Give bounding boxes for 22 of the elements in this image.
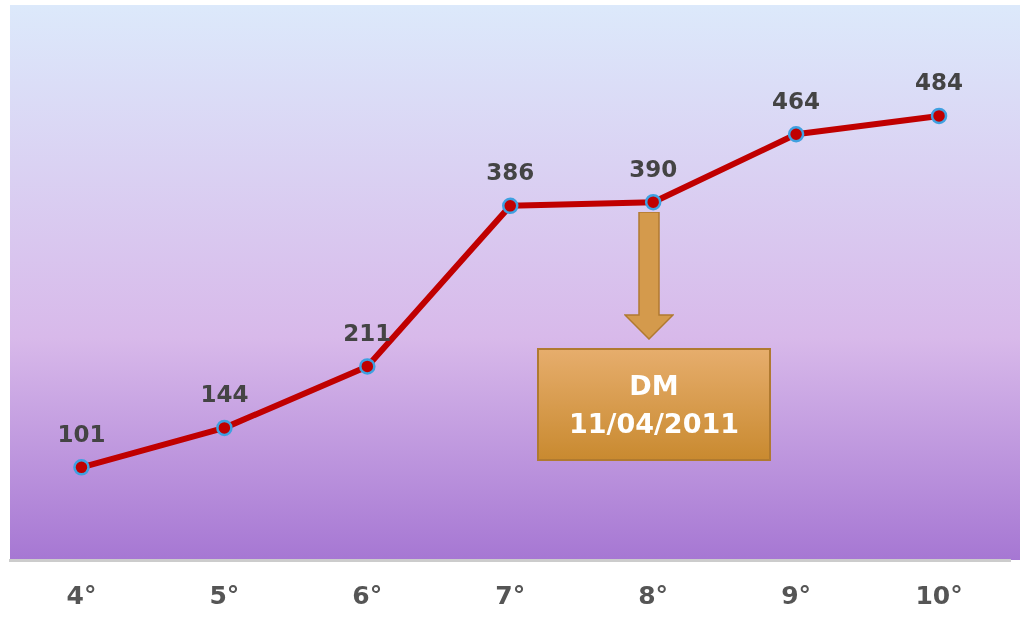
point [216,419,233,437]
x-tick-label: 7° [495,580,526,610]
x-tick-label: 4° [66,580,97,610]
point [502,197,519,215]
point [359,358,376,375]
x-tick-label: 6° [352,580,383,610]
x-tick-label: 8° [638,580,669,610]
x-tick-label: 5° [209,580,240,610]
annotation: DM 11/04/2011 [537,348,771,461]
data-label: 144 [200,381,249,408]
data-label: 390 [629,155,678,182]
data-label: 101 [57,420,106,447]
data-label: 464 [772,87,821,114]
point [787,126,805,143]
data-label: 386 [486,159,535,186]
point [644,193,662,211]
data-label: 484 [915,69,964,96]
x-tick-label: 10° [915,580,963,610]
point [73,459,90,476]
data-label: 211 [343,319,392,346]
x-tick-label: 9° [781,580,812,610]
point [930,107,948,125]
